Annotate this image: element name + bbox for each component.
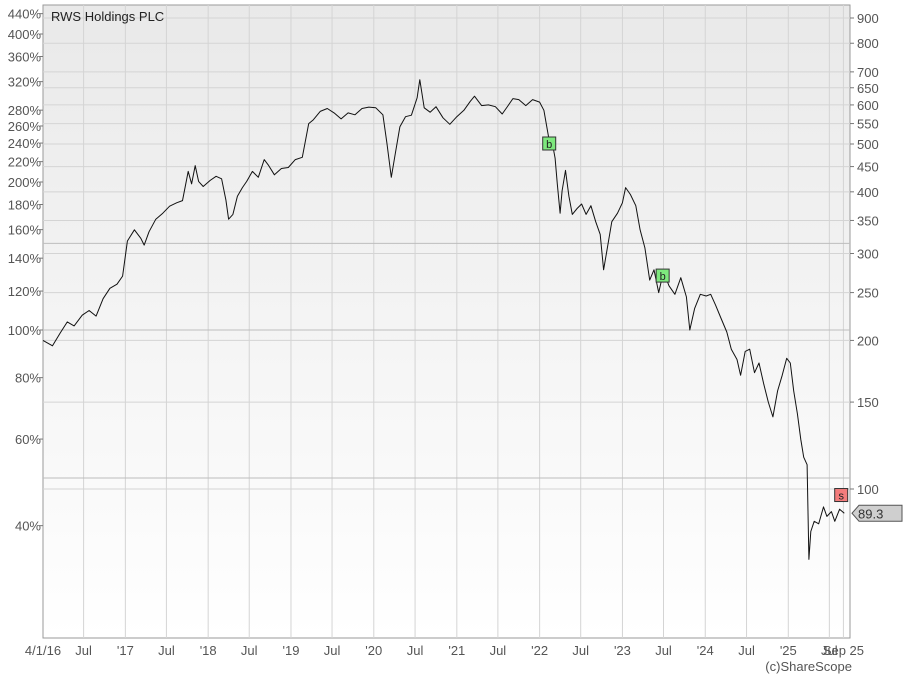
x-tick-label: '23 bbox=[614, 643, 631, 658]
x-tick-label: Jul bbox=[572, 643, 589, 658]
x-tick-label: 4/1/16 bbox=[25, 643, 61, 658]
x-tick-label: Jul bbox=[821, 643, 838, 658]
y-left-tick-label: 280% bbox=[8, 103, 42, 118]
y-right-tick-label: 800 bbox=[857, 36, 879, 51]
trade-marker-label: b bbox=[660, 271, 666, 283]
y-right-tick-label: 250 bbox=[857, 286, 879, 301]
x-tick-label: Jul bbox=[158, 643, 175, 658]
trade-markers: b b s bbox=[542, 136, 849, 503]
y-right-tick-label: 550 bbox=[857, 117, 879, 132]
x-tick-label: Jul bbox=[407, 643, 424, 658]
x-tick-label: Jul bbox=[490, 643, 507, 658]
copyright-credit: (c)ShareScope bbox=[765, 659, 852, 674]
x-tick-label: Jul bbox=[655, 643, 672, 658]
x-tick-label: Jul bbox=[75, 643, 92, 658]
y-left-tick-label: 80% bbox=[15, 371, 41, 386]
chart-title: RWS Holdings PLC bbox=[51, 9, 164, 24]
axes: 4/1/16 Jul '17 Jul '18 Jul '19 Jul '20 Jul '21 Jul '… bbox=[8, 7, 903, 658]
price-line bbox=[42, 79, 845, 560]
x-tick-label: '18 bbox=[200, 643, 217, 658]
trade-marker-box bbox=[834, 488, 849, 503]
y-left-tick-label: 400% bbox=[8, 27, 42, 42]
trade-marker-box bbox=[542, 136, 557, 151]
last-value-label: 89.3 bbox=[858, 506, 883, 521]
x-tick-label: '25 bbox=[780, 643, 797, 658]
x-tick-label: '22 bbox=[531, 643, 548, 658]
trade-marker-box bbox=[655, 268, 670, 283]
x-tick-label: Jul bbox=[738, 643, 755, 658]
y-right-tick-label: 500 bbox=[857, 137, 879, 152]
y-right-tick-label: 100 bbox=[857, 482, 879, 497]
x-tick-label: '21 bbox=[448, 643, 465, 658]
y-right-tick-label: 300 bbox=[857, 247, 879, 262]
y-left-tick-label: 240% bbox=[8, 136, 42, 151]
y-right-tick-label: 900 bbox=[857, 11, 879, 26]
y-right-tick-label: 700 bbox=[857, 65, 879, 80]
x-tick-label: '24 bbox=[697, 643, 714, 658]
grid bbox=[43, 5, 850, 638]
y-left-tick-label: 360% bbox=[8, 49, 42, 64]
y-right-tick-label: 200 bbox=[857, 333, 879, 348]
y-left-tick-label: 60% bbox=[15, 432, 41, 447]
y-right-tick-label: 600 bbox=[857, 98, 879, 113]
trade-marker-label: b bbox=[546, 139, 552, 151]
x-tick-label: Jul bbox=[241, 643, 258, 658]
y-left-tick-label: 180% bbox=[8, 197, 42, 212]
y-left-tick-label: 260% bbox=[8, 119, 42, 134]
y-left-tick-label: 120% bbox=[8, 284, 42, 299]
y-left-tick-label: 200% bbox=[8, 175, 42, 190]
y-left-tick-label: 220% bbox=[8, 155, 42, 170]
x-tick-label: '19 bbox=[282, 643, 299, 658]
y-left-tick-label: 40% bbox=[15, 519, 41, 534]
series bbox=[42, 79, 845, 560]
y-left-tick-label: 160% bbox=[8, 223, 42, 238]
y-left-tick-label: 100% bbox=[8, 323, 42, 338]
y-right-tick-label: 450 bbox=[857, 160, 879, 175]
y-right-tick-label: 400 bbox=[857, 185, 879, 200]
x-tick-label: '20 bbox=[365, 643, 382, 658]
y-right-tick-label: 150 bbox=[857, 395, 879, 410]
plot-background bbox=[42, 4, 851, 639]
x-tick-label: Jul bbox=[324, 643, 341, 658]
last-value-flag bbox=[851, 504, 903, 522]
y-right-tick-label: 350 bbox=[857, 213, 879, 228]
y-left-tick-label: 440% bbox=[8, 7, 42, 22]
reference-lines bbox=[43, 242, 850, 479]
y-right-tick-label: 650 bbox=[857, 81, 879, 96]
y-left-tick-label: 320% bbox=[8, 75, 42, 90]
x-tick-label: Sep 25 bbox=[823, 643, 864, 658]
x-tick-label: '17 bbox=[117, 643, 134, 658]
trade-marker-label: s bbox=[838, 491, 844, 503]
y-left-tick-label: 140% bbox=[8, 251, 42, 266]
